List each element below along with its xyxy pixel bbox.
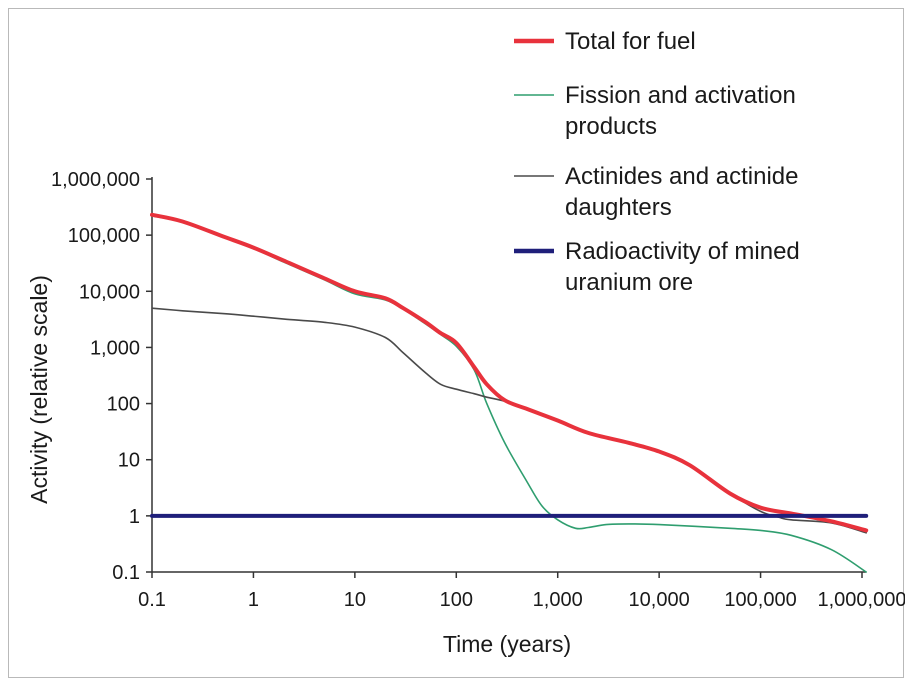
x-tick-label: 1,000,000 — [818, 589, 905, 611]
activity-chart: 1,000,000 100,000 10,000 1,000 100 10 1 0.1 0.1 1… — [26, 28, 905, 657]
x-axis-title: Time (years) — [443, 631, 571, 657]
x-tick-label: 10,000 — [629, 589, 690, 611]
y-tick-label: 100 — [107, 394, 140, 416]
legend-label: daughters — [565, 194, 672, 221]
y-tick-label: 1,000,000 — [51, 169, 140, 191]
legend-label: uranium ore — [565, 269, 693, 296]
chart-frame: 1,000,000 100,000 10,000 1,000 100 10 1 0.1 0.1 1… — [8, 8, 905, 678]
x-tick-label: 1 — [248, 589, 259, 611]
fission-products-line — [151, 215, 867, 573]
legend: Total for fuel Fission and activation prod… — [514, 28, 800, 296]
x-tick-label: 100 — [440, 589, 473, 611]
y-axis-title: Activity (relative scale) — [26, 275, 52, 504]
legend-item-total-for-fuel: Total for fuel — [514, 28, 696, 55]
series-lines — [150, 212, 869, 573]
legend-item-fission-products: Fission and activation products — [514, 82, 796, 140]
axes — [151, 177, 866, 573]
legend-label: products — [565, 113, 657, 140]
y-tick-label: 1 — [129, 506, 140, 528]
legend-item-actinides: Actinides and actinide daughters — [514, 163, 798, 221]
y-tick-label: 100,000 — [68, 225, 140, 247]
y-tick-label: 10 — [118, 450, 140, 472]
legend-item-uranium-ore: Radioactivity of mined uranium ore — [514, 238, 800, 296]
legend-label: Radioactivity of mined — [565, 238, 800, 265]
x-tick-label: 10 — [344, 589, 366, 611]
x-tick-label: 1,000 — [533, 589, 583, 611]
y-tick-label: 10,000 — [79, 281, 140, 303]
y-tick-label: 1,000 — [90, 337, 140, 359]
x-tick-label: 100,000 — [724, 589, 796, 611]
total-for-fuel-line — [150, 212, 869, 533]
axis-ticks: 1,000,000 100,000 10,000 1,000 100 10 1 0.1 0.1 1… — [51, 169, 905, 611]
legend-label: Total for fuel — [565, 28, 696, 55]
x-tick-label: 0.1 — [138, 589, 166, 611]
y-tick-label: 0.1 — [112, 562, 140, 584]
legend-label: Actinides and actinide — [565, 163, 798, 190]
actinides-line — [151, 307, 867, 534]
legend-label: Fission and activation — [565, 82, 796, 109]
